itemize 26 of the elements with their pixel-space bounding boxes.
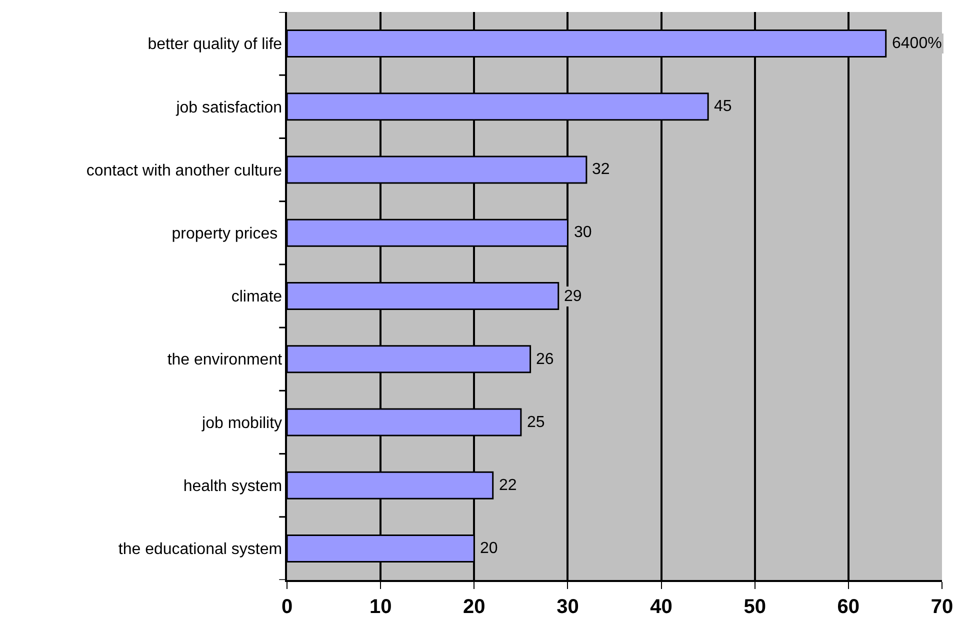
- x-tick-label: 60: [837, 596, 860, 618]
- x-tick-label: 20: [463, 596, 486, 618]
- data-label: 29: [564, 288, 582, 305]
- data-label: 22: [499, 477, 517, 494]
- data-label: 32: [592, 161, 610, 178]
- x-tick-label: 40: [650, 596, 672, 618]
- y-tick-label: climate: [231, 288, 282, 306]
- x-tick-label: 50: [744, 596, 766, 618]
- data-label: 6400%: [892, 35, 942, 52]
- data-label: 45: [714, 98, 732, 115]
- data-label: 26: [536, 351, 554, 368]
- data-label: 30: [574, 224, 592, 241]
- y-tick-label: job mobility: [201, 414, 282, 432]
- x-tick-label: 30: [556, 596, 579, 618]
- y-tick-label: health system: [183, 478, 282, 495]
- y-tick-label: property prices: [172, 225, 282, 242]
- x-tick-label: 70: [930, 596, 954, 618]
- x-tick-label: 10: [369, 596, 392, 618]
- y-tick-label: job satisfaction: [175, 99, 282, 116]
- data-label: 25: [527, 414, 545, 431]
- data-label: 20: [480, 540, 498, 557]
- y-tick-label: contact with another culture: [86, 162, 282, 180]
- y-tick-label: the environment: [167, 352, 283, 369]
- y-tick-label: the educational system: [118, 541, 282, 558]
- x-tick-label: 0: [281, 596, 293, 618]
- y-tick-label: better quality of life: [148, 36, 282, 54]
